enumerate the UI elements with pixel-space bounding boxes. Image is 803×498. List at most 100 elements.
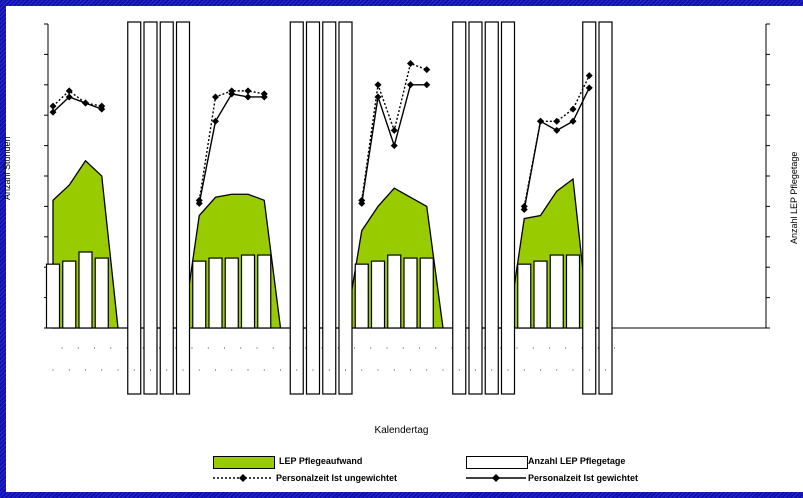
- x-tick-dot: [549, 347, 550, 349]
- bar-pflegetage: [484, 21, 499, 395]
- x-tick-dot: [516, 347, 518, 349]
- bar-pflegetage: [192, 260, 207, 329]
- x-tick-dot: [532, 347, 534, 349]
- x-tick-dot: [377, 369, 379, 371]
- bar-pflegetage: [78, 251, 93, 329]
- x-tick-dot: [345, 369, 346, 371]
- x-tick-dot: [272, 347, 274, 349]
- series-gewichtet-point: [520, 205, 528, 213]
- series-ungewichtet-point: [553, 117, 561, 125]
- x-tick-dot: [386, 347, 388, 349]
- bar-pflegetage: [468, 21, 483, 395]
- y-axis-right-label: Anzahl LEP Pflegetage: [789, 151, 799, 244]
- x-tick-dot: [475, 369, 476, 371]
- x-tick-dot: [61, 347, 63, 349]
- legend-swatch-line-solid: [466, 474, 526, 482]
- legend-swatch-area: [213, 456, 275, 469]
- series-gewichtet-point: [212, 117, 219, 125]
- legend-label-area: LEP Pflegeaufwand: [279, 456, 363, 466]
- x-tick-dot: [565, 347, 567, 349]
- series-ungewichtet-point: [49, 102, 57, 110]
- x-tick-dot: [191, 347, 193, 349]
- bar-pflegetage: [305, 21, 321, 395]
- series-gewichtet-point: [390, 142, 398, 150]
- bar-pflegetage: [159, 21, 174, 395]
- x-tick-dot: [426, 369, 428, 371]
- x-tick-dot: [500, 347, 502, 349]
- x-tick-dot: [328, 369, 330, 371]
- bar-pflegetage: [240, 254, 256, 329]
- x-tick-dot: [280, 369, 281, 371]
- bar-pflegetage: [419, 257, 434, 329]
- series-ungewichtet-point: [569, 105, 577, 113]
- series-ungewichtet-point: [244, 87, 252, 95]
- series-ungewichtet-point: [212, 93, 219, 101]
- x-tick-dot: [435, 347, 437, 349]
- x-tick-dot: [354, 347, 355, 349]
- bar-pflegetage: [582, 21, 597, 395]
- x-tick-dot: [256, 347, 258, 349]
- x-tick-dot: [263, 369, 265, 371]
- series-gewichtet-point: [98, 105, 106, 113]
- bar-pflegetage: [387, 254, 402, 329]
- x-tick-dot: [321, 347, 323, 349]
- bar-pflegetage: [62, 260, 77, 329]
- x-tick-dot: [451, 347, 453, 349]
- x-tick-dot: [402, 347, 404, 349]
- legend-swatch-bars: [466, 456, 528, 469]
- bar-pflegetage: [94, 257, 109, 329]
- bar-pflegetage: [322, 21, 337, 395]
- x-tick-dot: [247, 369, 249, 371]
- series-gewichtet-point: [553, 126, 561, 134]
- bar-pflegetage: [549, 254, 564, 329]
- x-tick-dot: [215, 369, 216, 371]
- series-ungewichtet-point: [65, 87, 73, 95]
- series-gewichtet-point: [585, 84, 593, 92]
- x-tick-dot: [370, 347, 372, 349]
- series-ungewichtet-point: [407, 60, 414, 68]
- x-tick-dot: [410, 369, 411, 371]
- bar-pflegetage: [289, 21, 304, 395]
- bar-pflegetage: [452, 21, 467, 395]
- x-tick-dot: [484, 347, 485, 349]
- x-tick-dot: [296, 369, 298, 371]
- x-tick-dot: [224, 347, 225, 349]
- x-tick-dot: [150, 369, 151, 371]
- series-gewichtet-point: [423, 81, 431, 89]
- bar-pflegetage: [565, 254, 581, 329]
- x-tick-dot: [581, 347, 583, 349]
- x-tick-dot: [182, 369, 184, 371]
- series-gewichtet-line: [198, 93, 265, 204]
- x-tick-dot: [133, 369, 135, 371]
- x-tick-dot: [419, 347, 420, 349]
- bar-pflegetage: [354, 263, 369, 329]
- x-tick-dot: [597, 347, 599, 349]
- bar-pflegetage: [208, 257, 223, 329]
- x-tick-dot: [77, 347, 79, 349]
- x-tick-dot: [175, 347, 177, 349]
- x-tick-dot: [572, 369, 574, 371]
- x-tick-dot: [393, 369, 395, 371]
- x-tick-dot: [442, 369, 444, 371]
- bar-pflegetage: [338, 21, 353, 395]
- series-ungewichtet-point: [374, 81, 382, 89]
- x-tick-dot: [231, 369, 233, 371]
- x-tick-dot: [207, 347, 209, 349]
- x-tick-dot: [68, 369, 70, 371]
- y-axis-left-label: Anzahl Stunden: [2, 136, 12, 200]
- x-tick-dot: [588, 369, 590, 371]
- legend-swatch-line-dotted: [213, 474, 273, 482]
- x-tick-dot: [110, 347, 112, 349]
- bar-pflegetage: [175, 21, 191, 395]
- series-gewichtet-point: [537, 117, 544, 125]
- series-gewichtet-point: [358, 199, 366, 207]
- series-gewichtet-point: [374, 93, 382, 101]
- x-tick-dot: [101, 369, 103, 371]
- bar-pflegetage: [500, 21, 516, 395]
- x-tick-dot: [85, 369, 86, 371]
- x-tick-dot: [361, 369, 363, 371]
- x-tick-dot: [52, 369, 54, 371]
- series-gewichtet-point: [65, 93, 73, 101]
- series-ungewichtet-point: [390, 126, 398, 134]
- series-ungewichtet-line: [523, 75, 590, 207]
